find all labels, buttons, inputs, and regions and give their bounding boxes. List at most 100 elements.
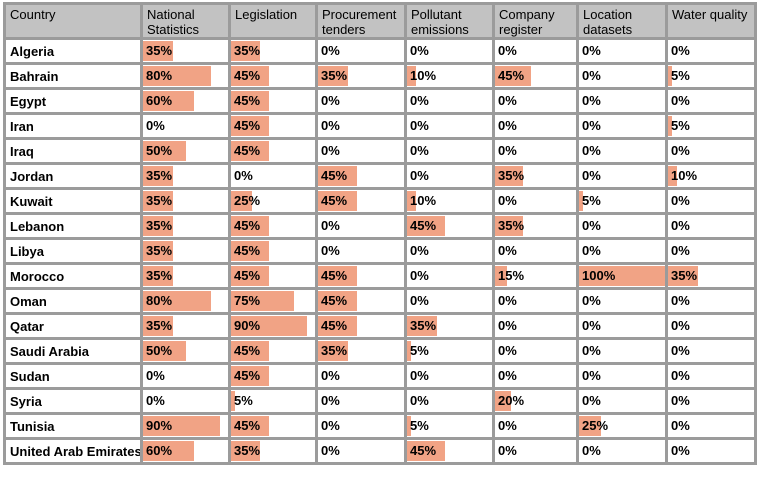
value-cell: 0% <box>665 37 757 65</box>
value-label: 35% <box>410 318 437 333</box>
value-label: 5% <box>234 393 253 408</box>
data-bar <box>232 366 269 386</box>
value-cell: 0% <box>665 312 757 340</box>
data-bar <box>232 291 294 311</box>
value-cell: 50% <box>140 137 231 165</box>
data-bar <box>144 341 186 361</box>
value-label: 0% <box>498 118 517 133</box>
value-cell: 0% <box>492 237 579 265</box>
header-cell-country: Country <box>3 2 143 40</box>
value-label: 90% <box>234 318 261 333</box>
data-bar <box>496 391 512 411</box>
value-label: 0% <box>321 418 340 433</box>
value-label: 60% <box>146 443 173 458</box>
value-cell: 45% <box>228 137 318 165</box>
value-label: 0% <box>671 143 690 158</box>
value-label: 0% <box>671 93 690 108</box>
value-label: 35% <box>234 43 261 58</box>
value-label: 0% <box>321 393 340 408</box>
table-row: Algeria 35% 35% 0% 0% 0% 0% 0% <box>3 37 757 65</box>
value-label: 0% <box>410 43 429 58</box>
value-cell: 90% <box>140 412 231 440</box>
value-label: 0% <box>321 443 340 458</box>
value-cell: 45% <box>228 337 318 365</box>
table-row: Lebanon 35% 45% 0% 45% 35% 0% 0% <box>3 212 757 240</box>
country-cell: Libya <box>3 237 143 265</box>
data-bar <box>408 441 446 461</box>
value-cell: 35% <box>665 262 757 290</box>
data-bar <box>319 191 357 211</box>
data-bar <box>408 341 412 361</box>
header-cell-company-register: Company register <box>492 2 579 40</box>
value-label: 35% <box>321 343 348 358</box>
value-label: 0% <box>671 193 690 208</box>
value-cell: 35% <box>140 312 231 340</box>
value-cell: 35% <box>228 37 318 65</box>
value-label: 0% <box>410 268 429 283</box>
value-label: 45% <box>321 193 348 208</box>
country-cell: Bahrain <box>3 62 143 90</box>
value-label: 0% <box>410 393 429 408</box>
value-label: 45% <box>234 368 261 383</box>
table-row: Egypt 60% 45% 0% 0% 0% 0% 0% <box>3 87 757 115</box>
value-cell: 45% <box>315 262 407 290</box>
value-cell: 35% <box>140 162 231 190</box>
value-label: 45% <box>321 293 348 308</box>
value-label: 0% <box>671 218 690 233</box>
value-cell: 0% <box>315 437 407 465</box>
value-cell: 0% <box>665 387 757 415</box>
value-cell: 0% <box>404 162 495 190</box>
value-label: 45% <box>234 243 261 258</box>
data-bar <box>144 66 211 86</box>
value-label: 45% <box>321 168 348 183</box>
value-label: 0% <box>671 293 690 308</box>
value-label: 45% <box>234 268 261 283</box>
data-bar <box>232 316 307 336</box>
value-label: 25% <box>582 418 609 433</box>
value-cell: 0% <box>576 337 668 365</box>
data-bar <box>580 266 664 286</box>
country-cell: Iraq <box>3 137 143 165</box>
value-label: 0% <box>582 343 601 358</box>
country-cell: Algeria <box>3 37 143 65</box>
value-label: 0% <box>410 168 429 183</box>
value-cell: 0% <box>492 437 579 465</box>
value-label: 5% <box>410 418 429 433</box>
value-label: 0% <box>410 93 429 108</box>
value-label: 15% <box>498 268 525 283</box>
data-bar <box>496 216 524 236</box>
value-label: 0% <box>410 293 429 308</box>
country-cell: Sudan <box>3 362 143 390</box>
data-bar <box>144 441 194 461</box>
value-cell: 0% <box>576 87 668 115</box>
value-cell: 0% <box>576 137 668 165</box>
value-cell: 0% <box>492 287 579 315</box>
table-row: Oman 80% 75% 45% 0% 0% 0% 0% <box>3 287 757 315</box>
table-row: Syria 0% 5% 0% 0% 20% 0% 0% <box>3 387 757 415</box>
data-bar <box>408 316 437 336</box>
value-label: 0% <box>498 193 517 208</box>
value-label: 0% <box>671 418 690 433</box>
value-label: 25% <box>234 193 261 208</box>
value-cell: 0% <box>492 412 579 440</box>
value-label: 0% <box>321 43 340 58</box>
value-cell: 45% <box>228 262 318 290</box>
value-label: 35% <box>146 218 173 233</box>
value-label: 0% <box>582 143 601 158</box>
header-cell-pollutant-emissions: Pollutant emissions <box>404 2 495 40</box>
table-row: Tunisia 90% 45% 0% 5% 0% 25% 0% <box>3 412 757 440</box>
value-cell: 0% <box>492 362 579 390</box>
value-cell: 0% <box>315 112 407 140</box>
country-cell: Syria <box>3 387 143 415</box>
value-cell: 5% <box>576 187 668 215</box>
data-bar <box>144 166 173 186</box>
value-cell: 25% <box>228 187 318 215</box>
value-cell: 5% <box>404 412 495 440</box>
value-label: 35% <box>671 268 698 283</box>
header-cell-water-quality: Water quality <box>665 2 757 40</box>
value-label: 35% <box>146 243 173 258</box>
value-label: 0% <box>234 168 253 183</box>
value-cell: 5% <box>228 387 318 415</box>
value-cell: 45% <box>228 362 318 390</box>
table-row: Kuwait 35% 25% 45% 10% 0% 5% 0% <box>3 187 757 215</box>
